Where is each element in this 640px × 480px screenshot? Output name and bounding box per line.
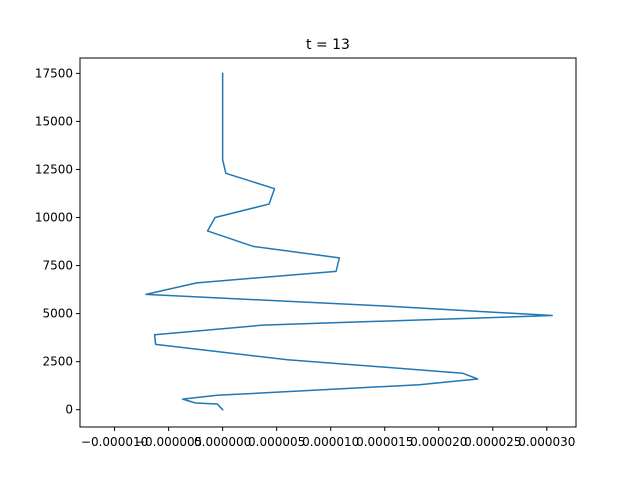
x-tick-label: 0.000015	[356, 435, 413, 449]
x-tick-label: −0.000005	[135, 435, 202, 449]
x-tick-label: 0.000020	[410, 435, 467, 449]
x-tick-label: 0.000025	[464, 435, 521, 449]
x-tick-label: −0.000010	[81, 435, 148, 449]
y-tick-label: 0	[65, 403, 73, 417]
y-tick-label: 12500	[35, 162, 73, 176]
series-layer	[145, 72, 553, 411]
x-axis-ticks: −0.000010−0.0000050.0000000.0000050.0000…	[81, 427, 575, 449]
x-tick-label: 0.000010	[302, 435, 359, 449]
chart-title: t = 13	[306, 37, 350, 53]
x-tick-label: 0.000000	[194, 435, 251, 449]
plot-area-frame	[79, 57, 577, 428]
y-tick-label: 10000	[35, 211, 73, 225]
series-line	[145, 72, 553, 411]
y-tick-label: 2500	[42, 355, 73, 369]
y-tick-label: 7500	[42, 259, 73, 273]
x-tick-label: 0.000005	[248, 435, 305, 449]
y-tick-label: 17500	[35, 66, 73, 80]
y-tick-label: 5000	[42, 307, 73, 321]
x-tick-label: 0.000030	[518, 435, 575, 449]
y-axis-ticks: 0 2500 5000 7500 10000 12500 15000 17500	[35, 66, 80, 417]
y-tick-label: 15000	[35, 114, 73, 128]
